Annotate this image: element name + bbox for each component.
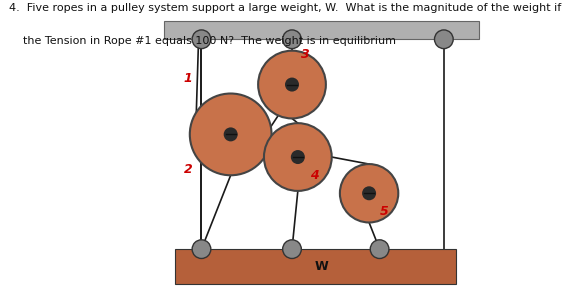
Text: 4.  Five ropes in a pulley system support a large weight, W.  What is the magnit: 4. Five ropes in a pulley system support… xyxy=(9,3,561,13)
Ellipse shape xyxy=(340,164,398,223)
Text: the Tension in Rope #1 equals 100 N?  The weight is in equilibrium: the Tension in Rope #1 equals 100 N? The… xyxy=(9,36,396,46)
Ellipse shape xyxy=(291,150,305,164)
Text: 5: 5 xyxy=(380,205,388,218)
Text: 2: 2 xyxy=(184,162,193,176)
Text: W: W xyxy=(314,260,328,273)
Ellipse shape xyxy=(224,127,238,141)
Ellipse shape xyxy=(283,240,301,259)
Ellipse shape xyxy=(258,51,326,118)
Ellipse shape xyxy=(370,240,389,259)
Text: 4: 4 xyxy=(310,169,318,182)
Text: 3: 3 xyxy=(301,48,310,61)
Bar xyxy=(175,249,456,284)
Bar xyxy=(164,21,479,39)
Ellipse shape xyxy=(192,240,211,259)
Ellipse shape xyxy=(434,30,453,49)
Ellipse shape xyxy=(362,186,376,200)
Ellipse shape xyxy=(285,78,299,92)
Text: 1: 1 xyxy=(184,72,193,85)
Ellipse shape xyxy=(190,94,272,175)
Ellipse shape xyxy=(283,30,301,49)
Ellipse shape xyxy=(192,30,211,49)
Ellipse shape xyxy=(264,123,332,191)
